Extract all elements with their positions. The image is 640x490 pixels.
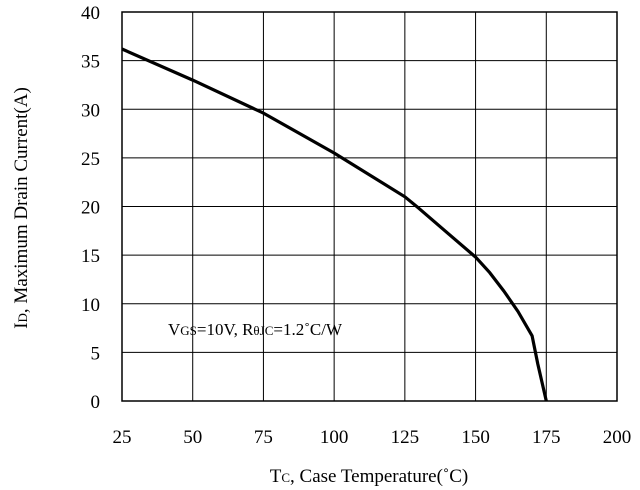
- x-tick-label: 100: [320, 427, 349, 448]
- y-tick-label: 5: [91, 343, 101, 364]
- x-tick-label: 25: [113, 427, 132, 448]
- y-tick-label: 10: [81, 295, 100, 316]
- x-tick-label: 200: [603, 427, 632, 448]
- grid-lines: [122, 12, 617, 401]
- x-tick-label: 150: [461, 427, 490, 448]
- y-tick-label: 20: [81, 198, 100, 219]
- y-tick-label: 30: [81, 100, 100, 121]
- x-tick-label: 50: [183, 427, 202, 448]
- y-tick-labels: 0 5 10 15 20 25 30 35 40: [81, 3, 100, 413]
- series-line-drain-current: [121, 47, 548, 402]
- x-tick-label: 125: [391, 427, 420, 448]
- y-tick-label: 35: [81, 52, 100, 73]
- y-tick-label: 25: [81, 149, 100, 170]
- annotation: VGS=10V, RθJC=1.2˚C/W: [168, 320, 343, 339]
- x-tick-label: 75: [254, 427, 273, 448]
- x-axis-label: TC, Case Temperature(˚C): [270, 466, 469, 487]
- y-axis-label: ID, Maximum Drain Current(A): [11, 87, 32, 329]
- x-tick-label: 175: [532, 427, 561, 448]
- y-tick-label: 0: [91, 392, 101, 413]
- x-tick-labels: 25 50 75 100 125 150 175 200: [113, 427, 632, 448]
- y-tick-label: 15: [81, 246, 100, 267]
- plot-frame: [121, 11, 618, 402]
- y-tick-label: 40: [81, 3, 100, 24]
